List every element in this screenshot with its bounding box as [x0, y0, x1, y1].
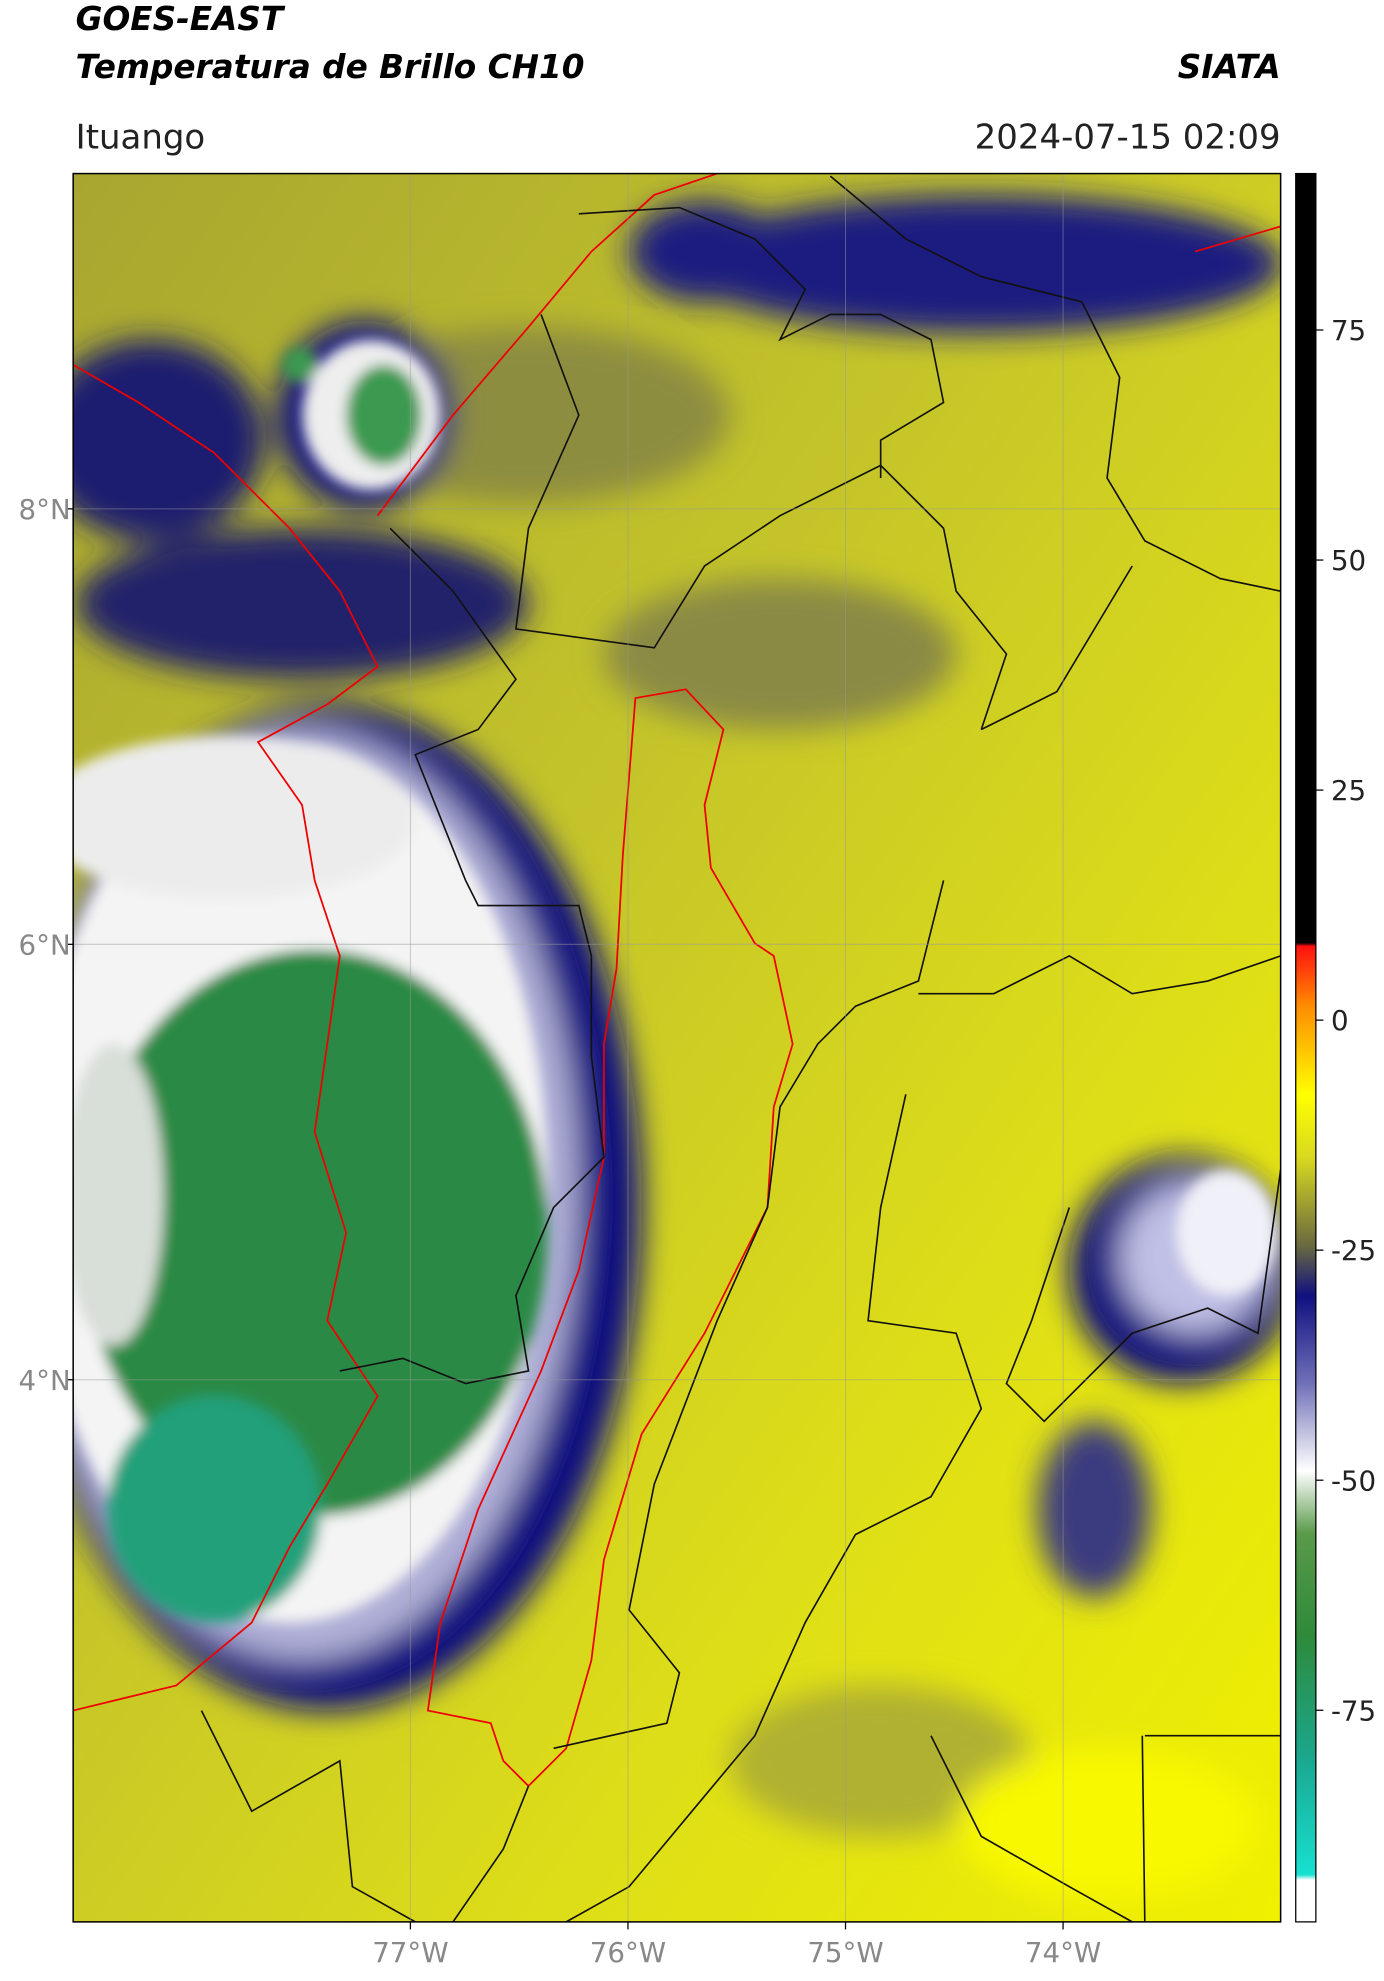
brand: SIATA [1178, 48, 1281, 86]
colorbar-tick-label: 50 [1331, 544, 1366, 577]
x-tick-label: 74°W [1025, 1936, 1101, 1969]
datetime: 2024-07-15 02:09 [975, 117, 1281, 157]
title-line2: Temperatura de Brillo CH10 [76, 48, 585, 86]
colorbar-tick-label: 0 [1331, 1004, 1349, 1037]
graticule [73, 173, 1281, 1922]
map-frame [72, 172, 1282, 1923]
x-tick-label: 77°W [372, 1936, 448, 1969]
colorbar [1295, 172, 1317, 1923]
colorbar-tick-label: -75 [1331, 1694, 1376, 1727]
colorbar-tick-label: -50 [1331, 1464, 1376, 1497]
x-tick-label: 75°W [807, 1936, 883, 1969]
title-line1: GOES-EAST [76, 0, 286, 38]
y-tick-label: 4°N [19, 1364, 71, 1397]
location: Ituango [76, 117, 206, 157]
colorbar-tick-label: 25 [1331, 774, 1366, 807]
colorbar-tick-label: -25 [1331, 1234, 1376, 1267]
colorbar-tick-label: 75 [1331, 314, 1366, 347]
satellite-image [73, 173, 1281, 1922]
y-tick-label: 6°N [19, 928, 71, 961]
x-tick-label: 76°W [590, 1936, 666, 1969]
y-tick-label: 8°N [19, 493, 71, 526]
